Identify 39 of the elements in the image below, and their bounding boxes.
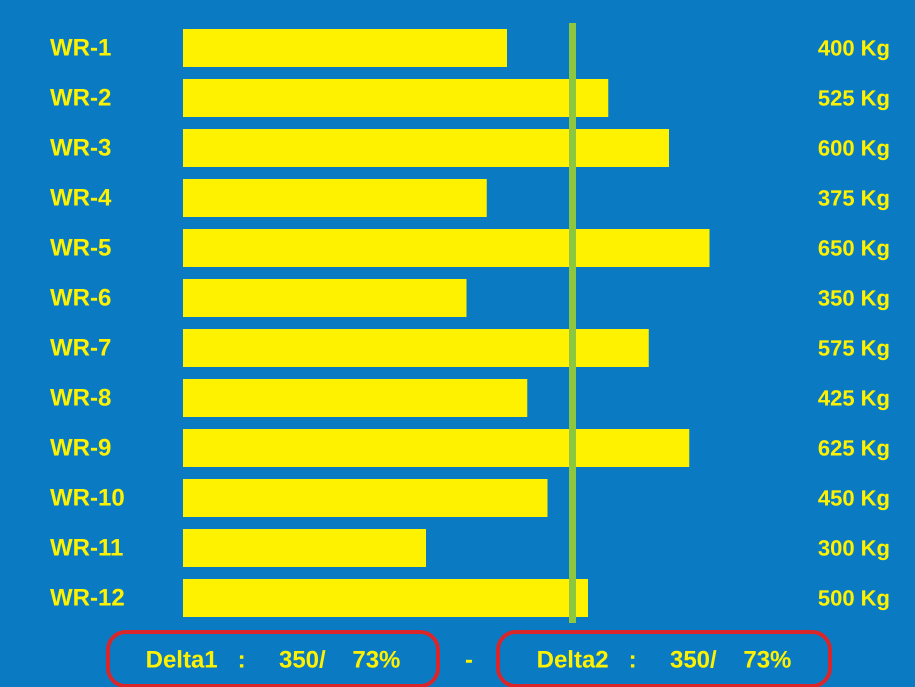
data-label: 400 Kg [818, 36, 890, 60]
data-label: 500 Kg [818, 586, 890, 610]
bar [183, 129, 669, 167]
data-label: 650 Kg [818, 236, 890, 260]
y-tick-label: WR-10 [50, 484, 125, 512]
y-tick-label: WR-1 [50, 34, 112, 62]
y-tick-label: WR-11 [50, 534, 124, 562]
y-tick-label: WR-3 [50, 134, 112, 162]
bar [183, 379, 528, 417]
y-tick-label: WR-9 [50, 434, 112, 462]
text: Delta1 : 350/ 73% [146, 646, 400, 674]
y-tick-label: WR-2 [50, 84, 112, 112]
bar [183, 479, 548, 517]
bar [183, 529, 426, 567]
data-label: 575 Kg [818, 336, 890, 360]
bar [183, 79, 608, 117]
y-tick-label: WR-7 [50, 334, 112, 362]
data-label: 525 Kg [818, 86, 890, 110]
data-label: 350 Kg [818, 286, 890, 310]
y-tick-label: WR-12 [50, 584, 125, 612]
y-tick-label: WR-8 [50, 384, 112, 412]
text: Delta2 : 350/ 73% [536, 646, 792, 674]
text: - [465, 646, 473, 674]
bar [183, 279, 466, 317]
bar [183, 229, 710, 267]
bar [183, 329, 649, 367]
y-tick-label: WR-4 [50, 184, 112, 212]
data-label: 600 Kg [818, 136, 890, 160]
y-tick-label: WR-5 [50, 234, 112, 262]
data-label: 425 Kg [818, 386, 890, 410]
data-label: 300 Kg [818, 536, 890, 560]
bar [183, 579, 588, 617]
bar [183, 29, 507, 67]
y-tick-label: WR-6 [50, 284, 112, 312]
data-label: 625 Kg [818, 436, 890, 460]
bar [183, 429, 690, 467]
data-label: 375 Kg [818, 186, 890, 210]
bar [183, 179, 487, 217]
data-label: 450 Kg [818, 486, 890, 510]
